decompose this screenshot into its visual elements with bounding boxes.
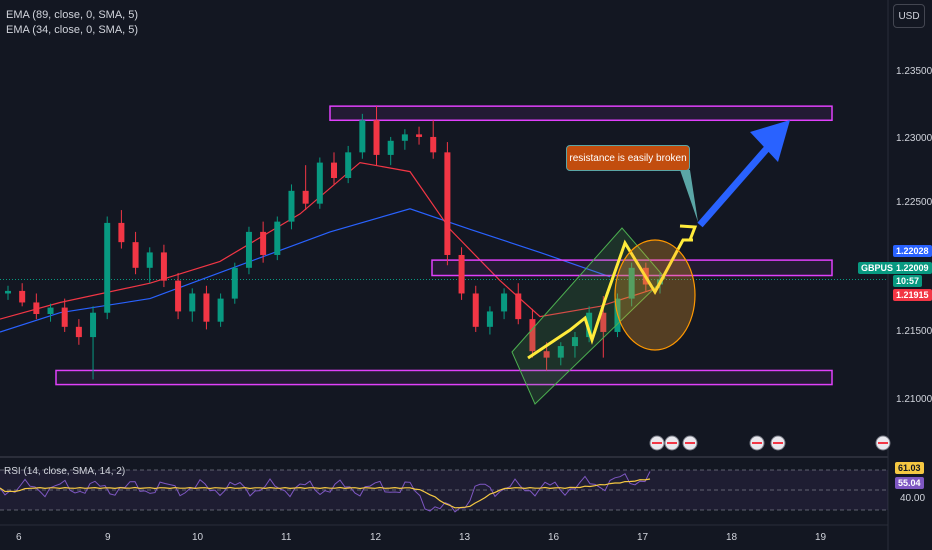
rsi-value-tag: 61.03 <box>895 462 924 474</box>
candle-body <box>288 190 295 222</box>
countdown-tag: 10:57 <box>893 275 923 287</box>
candle-body <box>458 254 465 294</box>
zone-box <box>55 369 833 386</box>
candle-body <box>359 120 366 153</box>
symbol-label: GBPUSD <box>858 262 903 274</box>
candle-body <box>75 326 82 338</box>
candle-body <box>501 293 508 312</box>
candle-body <box>146 252 153 268</box>
candle-body <box>203 293 210 322</box>
candle-body <box>571 337 578 347</box>
candle-body <box>586 312 593 338</box>
candle-body <box>90 312 97 338</box>
ema89-legend: EMA (89, close, 0, SMA, 5) <box>6 9 139 21</box>
time-tick: 9 <box>105 532 111 543</box>
candle-body <box>5 290 11 294</box>
candle-body <box>33 302 40 314</box>
candle-body <box>557 346 564 358</box>
zone-box <box>329 105 833 122</box>
candle-body <box>118 222 125 243</box>
time-tick: 16 <box>548 532 560 543</box>
time-tick: 6 <box>16 532 22 543</box>
candle-body <box>132 242 139 268</box>
ema89-price-tag: 1.22028 <box>893 245 932 257</box>
candle-body <box>231 267 238 299</box>
time-tick: 13 <box>459 532 471 543</box>
candle-body <box>175 280 182 312</box>
candle-body <box>245 231 252 268</box>
candle-body <box>515 293 522 320</box>
rsi-ma-tag: 55.04 <box>895 477 924 489</box>
candle-body <box>345 152 352 178</box>
price-tick: 1.21500 <box>896 326 932 337</box>
highlight-ellipse <box>614 239 696 351</box>
candle-body <box>217 298 224 322</box>
candle-body <box>302 190 309 204</box>
time-tick: 17 <box>637 532 649 543</box>
candle-body <box>600 312 607 332</box>
candle-body <box>387 140 394 155</box>
time-tick: 12 <box>370 532 382 543</box>
candle-body <box>472 293 479 327</box>
currency-button[interactable]: USD <box>893 4 925 28</box>
rising-channel <box>511 227 666 405</box>
candle-body <box>47 307 54 314</box>
candle-body <box>486 311 493 327</box>
candle-body <box>373 120 380 155</box>
ema89-line <box>0 208 611 333</box>
candle-body <box>104 222 111 313</box>
rsi-level-tick: 40.00 <box>900 493 926 504</box>
ema34-line <box>0 161 661 320</box>
rsi-ma-line <box>0 478 651 509</box>
time-tick: 19 <box>815 532 827 543</box>
time-tick: 18 <box>726 532 738 543</box>
price-tick: 1.21000 <box>896 394 932 405</box>
ema34-legend: EMA (34, close, 0, SMA, 5) <box>6 24 139 36</box>
projection-path <box>527 238 693 360</box>
candle-body <box>331 162 337 178</box>
target-arrow-head <box>750 120 790 162</box>
candle-body <box>19 290 26 303</box>
candle-body <box>274 221 281 255</box>
candle-body <box>430 136 437 153</box>
target-arrow-shaft <box>697 142 773 228</box>
candle-body <box>316 162 323 204</box>
ema34-price-tag: 1.21915 <box>893 289 932 301</box>
candle-body <box>628 267 635 299</box>
candle-body <box>61 307 68 327</box>
candle-body <box>260 231 267 255</box>
candle-body <box>529 319 536 352</box>
candle-body <box>416 134 423 137</box>
time-tick: 11 <box>281 532 292 543</box>
price-tick: 1.22500 <box>896 197 932 208</box>
rsi-line <box>0 471 651 513</box>
annotation-note: resistance is easily broken <box>566 145 690 171</box>
annotation-pointer <box>680 170 698 222</box>
candle-body <box>160 252 167 281</box>
candle-body <box>543 351 550 358</box>
last-price-tag: 1.22009 <box>893 262 932 274</box>
candle-body <box>444 152 451 255</box>
projection-arrowhead <box>679 224 698 241</box>
time-tick: 10 <box>192 532 204 543</box>
rsi-legend: RSI (14, close, SMA, 14, 2) <box>4 466 126 477</box>
candle-body <box>401 134 408 141</box>
price-tick: 1.23000 <box>896 133 932 144</box>
price-tick: 1.23500 <box>896 66 932 77</box>
candle-body <box>189 293 196 312</box>
